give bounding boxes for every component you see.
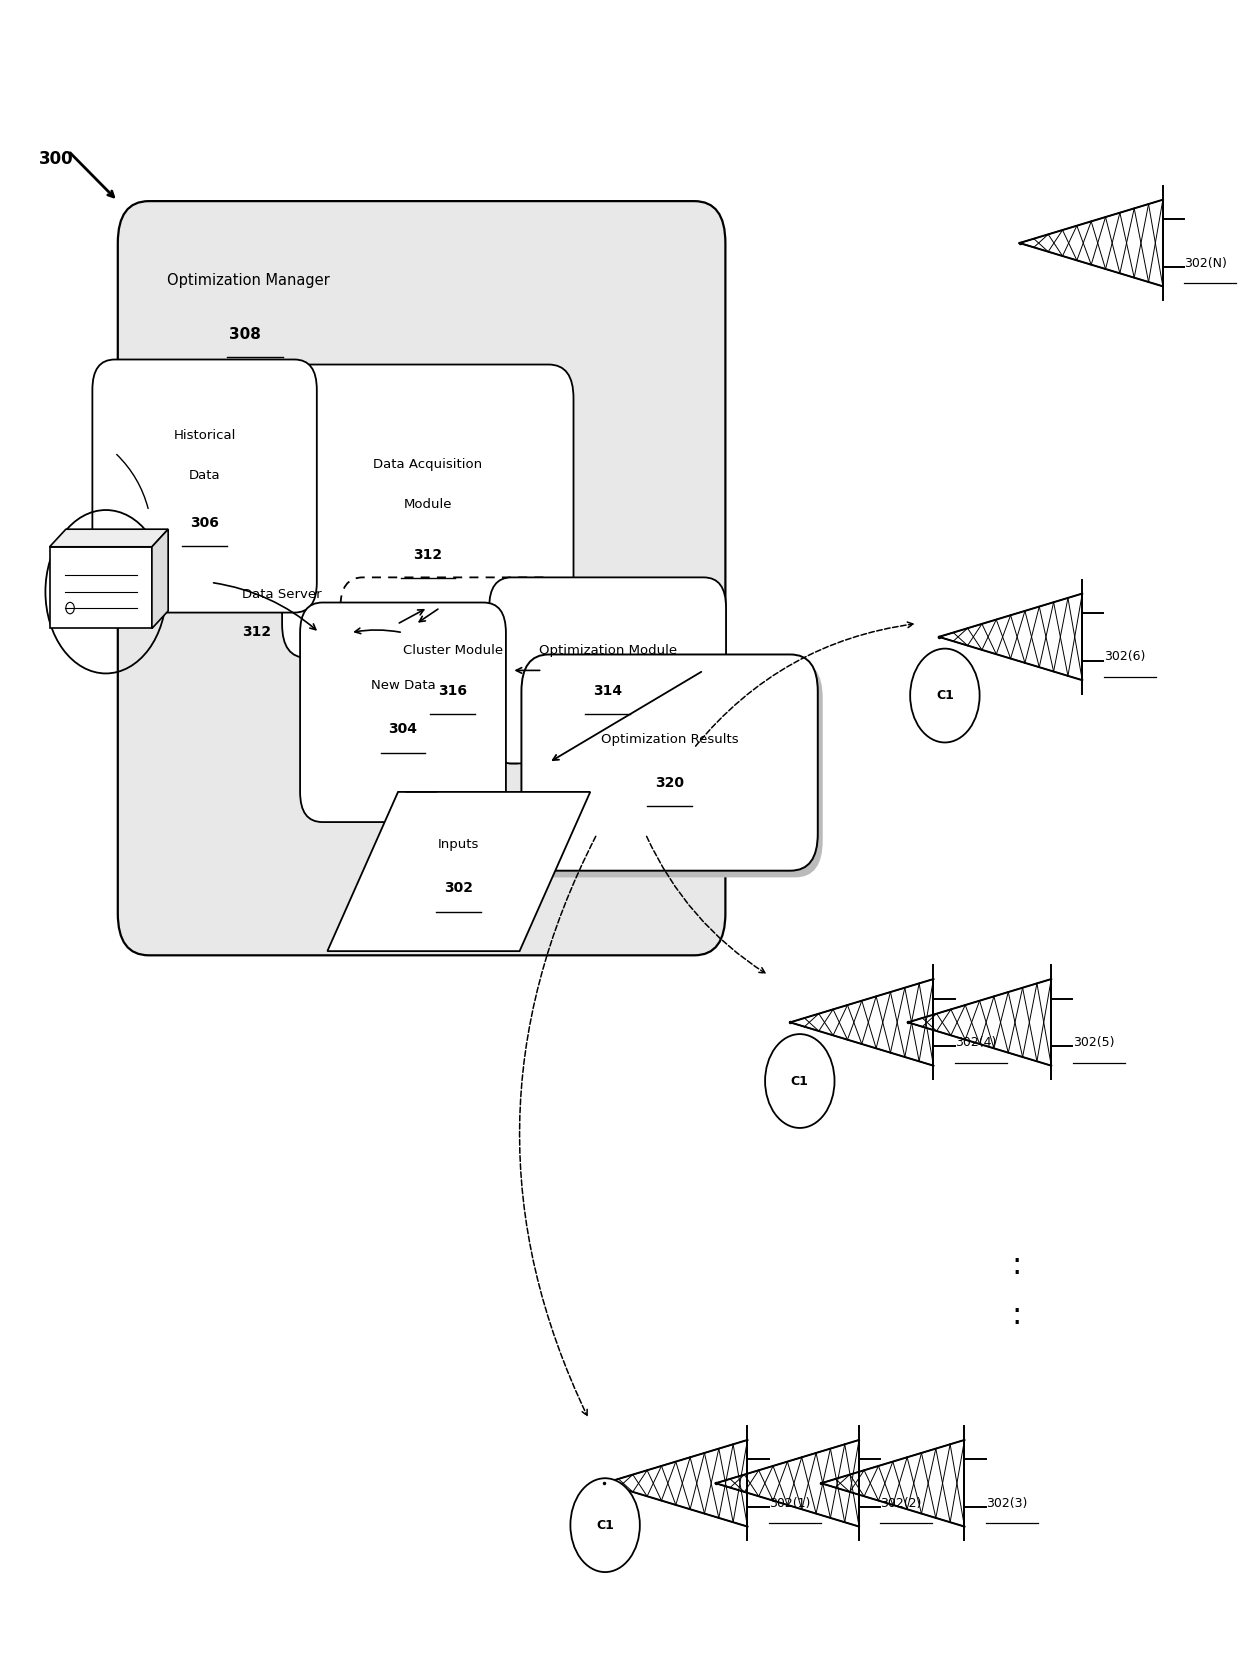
FancyBboxPatch shape <box>489 577 725 764</box>
Text: 302(4): 302(4) <box>955 1036 996 1049</box>
FancyBboxPatch shape <box>521 654 818 872</box>
Text: Optimization Module: Optimization Module <box>538 644 677 657</box>
Text: 316: 316 <box>438 684 467 697</box>
Polygon shape <box>50 546 151 628</box>
Text: Data Server: Data Server <box>242 588 321 602</box>
FancyBboxPatch shape <box>340 577 564 764</box>
FancyBboxPatch shape <box>118 201 725 955</box>
Text: Optimization Manager: Optimization Manager <box>167 273 330 288</box>
Text: Optimization Results: Optimization Results <box>601 732 738 746</box>
Text: New Data: New Data <box>371 679 435 692</box>
Text: 304: 304 <box>388 722 418 736</box>
Text: 302(1): 302(1) <box>769 1497 810 1510</box>
Text: Module: Module <box>403 498 453 511</box>
Text: 314: 314 <box>593 684 622 697</box>
Text: :: : <box>1012 1250 1022 1280</box>
Polygon shape <box>50 530 169 546</box>
Text: 302(3): 302(3) <box>986 1497 1027 1510</box>
FancyBboxPatch shape <box>300 603 506 823</box>
Text: 302(2): 302(2) <box>880 1497 921 1510</box>
Circle shape <box>570 1478 640 1572</box>
Text: C1: C1 <box>596 1518 614 1532</box>
Text: Data Acquisition: Data Acquisition <box>373 458 482 471</box>
Text: Inputs: Inputs <box>438 838 480 851</box>
Text: :: : <box>1012 1301 1022 1331</box>
Text: 308: 308 <box>229 327 262 342</box>
Circle shape <box>910 649 980 742</box>
Text: C1: C1 <box>936 689 954 702</box>
Text: Data: Data <box>188 469 221 483</box>
Text: 306: 306 <box>190 516 219 530</box>
Text: 302(N): 302(N) <box>1184 256 1228 270</box>
Text: 302(5): 302(5) <box>1073 1036 1114 1049</box>
Text: 302: 302 <box>444 882 474 895</box>
Text: 300: 300 <box>38 151 73 168</box>
Polygon shape <box>151 530 169 628</box>
Text: 312: 312 <box>242 625 270 639</box>
Text: C1: C1 <box>791 1074 808 1088</box>
Text: 302(6): 302(6) <box>1104 650 1145 664</box>
Text: Cluster Module: Cluster Module <box>403 644 502 657</box>
FancyBboxPatch shape <box>526 660 823 878</box>
Circle shape <box>765 1034 835 1128</box>
FancyBboxPatch shape <box>93 360 317 613</box>
Text: 312: 312 <box>413 548 443 561</box>
Polygon shape <box>327 793 590 952</box>
Text: Historical: Historical <box>174 429 236 442</box>
FancyBboxPatch shape <box>281 365 573 659</box>
Text: 320: 320 <box>655 776 684 789</box>
